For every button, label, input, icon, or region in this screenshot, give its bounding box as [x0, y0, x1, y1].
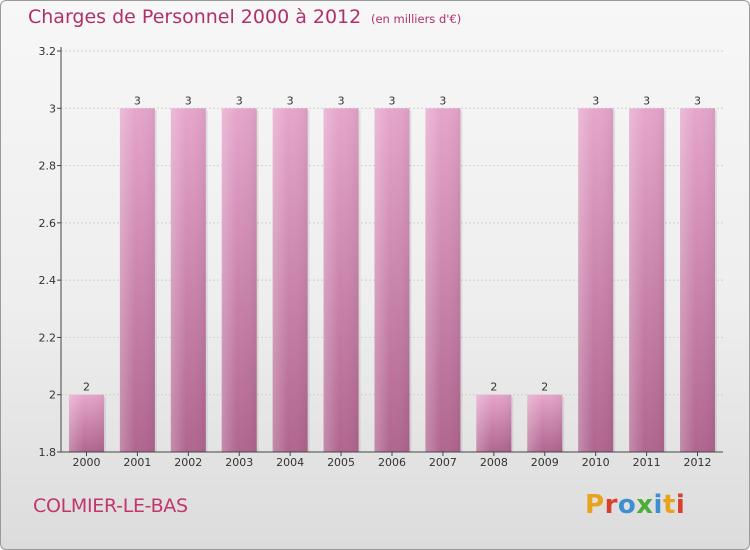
- x-tick-label: 2007: [429, 456, 457, 469]
- data-label: 2: [490, 381, 497, 394]
- y-tick-label: 2.2: [39, 331, 57, 344]
- y-tick-label: 2: [49, 389, 56, 402]
- bar-highlight: [527, 394, 563, 452]
- data-label: 2: [83, 381, 90, 394]
- data-label: 3: [389, 94, 396, 107]
- bar-highlight: [374, 108, 410, 453]
- y-tick-label: 2.4: [39, 274, 57, 287]
- bar-highlight: [323, 108, 359, 453]
- x-tick-label: 2003: [225, 456, 253, 469]
- data-label: 3: [236, 94, 243, 107]
- data-label: 3: [338, 94, 345, 107]
- bars: [68, 108, 718, 453]
- y-tick-label: 2.8: [39, 160, 57, 173]
- x-tick-label: 2000: [72, 456, 100, 469]
- bar-highlight: [680, 108, 716, 453]
- logo-letter: i: [675, 490, 686, 520]
- bar-highlight: [476, 394, 512, 452]
- axes: [57, 47, 723, 456]
- y-tick-label: 2.6: [39, 217, 57, 230]
- bar-highlight: [68, 394, 104, 452]
- bar-highlight: [425, 108, 461, 453]
- y-tick-label: 3.2: [39, 45, 57, 58]
- x-tick-label: 2011: [633, 456, 661, 469]
- x-tick-label: 2004: [276, 456, 304, 469]
- logo-letter: o: [617, 490, 637, 520]
- x-tick-label: 2009: [531, 456, 559, 469]
- bar-highlight: [119, 108, 155, 453]
- data-label: 3: [439, 94, 446, 107]
- logo-letter: P: [585, 490, 605, 520]
- chart-title: Charges de Personnel 2000 à 2012: [28, 6, 362, 28]
- data-label: 3: [643, 94, 650, 107]
- proxiti-logo[interactable]: Proxiti: [585, 490, 685, 520]
- y-tick-label: 3: [49, 102, 56, 115]
- logo-letter: t: [662, 490, 676, 520]
- x-tick-label: 2005: [327, 456, 355, 469]
- data-label: 3: [694, 94, 701, 107]
- logo-letter: x: [636, 490, 654, 520]
- bar-highlight: [221, 108, 257, 453]
- x-tick-label: 2008: [480, 456, 508, 469]
- y-tick-label: 1.8: [39, 446, 57, 459]
- commune-name: COLMIER-LE-BAS: [33, 495, 188, 517]
- data-label: 3: [185, 94, 192, 107]
- data-label: 2: [541, 381, 548, 394]
- x-tick-label: 2001: [123, 456, 151, 469]
- x-tick-label: 2006: [378, 456, 406, 469]
- x-tick-label: 2012: [684, 456, 712, 469]
- data-label: 3: [287, 94, 294, 107]
- bar-highlight: [170, 108, 206, 453]
- labels: 1.8 2 2.2 2.4 2.6 2.8 3 3.2 2 2000 3 2001 3 2002 3 2003…: [39, 45, 712, 469]
- x-tick-label: 2002: [174, 456, 202, 469]
- chart-subtitle: (en milliers d'€): [371, 12, 462, 26]
- data-label: 3: [134, 94, 141, 107]
- x-tick-label: 2010: [582, 456, 610, 469]
- logo-letter: i: [653, 490, 663, 520]
- bar-highlight: [578, 108, 614, 453]
- bar-highlight: [272, 108, 308, 453]
- data-label: 3: [592, 94, 599, 107]
- bar-highlight: [629, 108, 665, 453]
- logo-letter: r: [604, 490, 618, 520]
